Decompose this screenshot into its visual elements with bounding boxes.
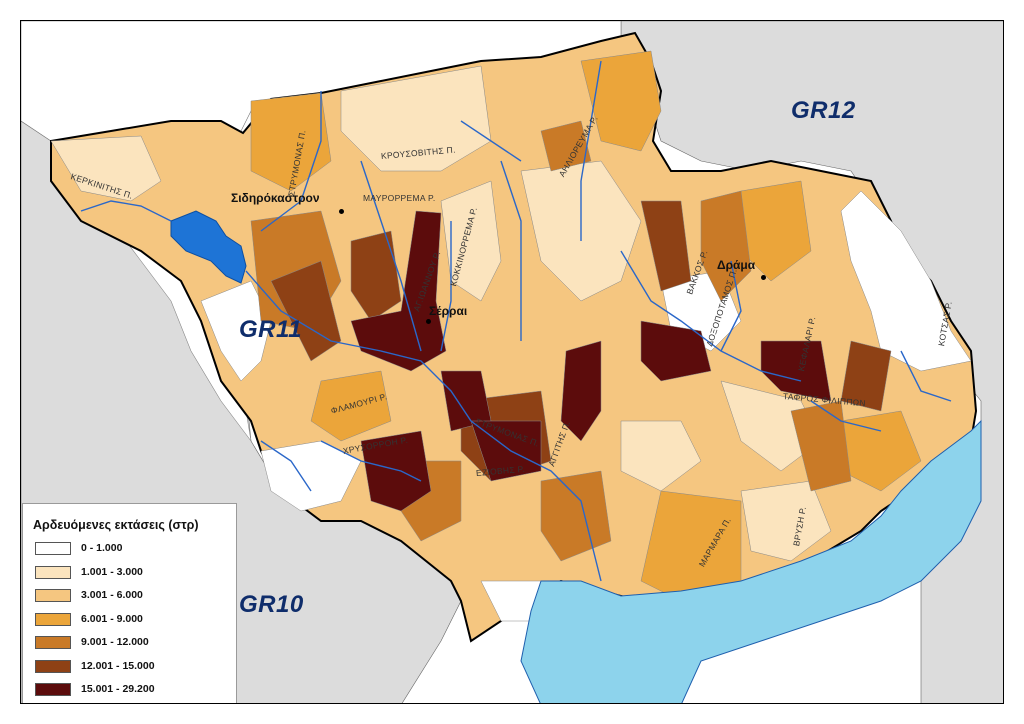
legend-label: 6.001 - 9.000	[81, 612, 143, 625]
subbasin-light-1	[50, 135, 162, 202]
subbasin-light-3	[440, 180, 502, 302]
city-label-sidirokastro: Σιδηρόκαστρον	[231, 191, 320, 205]
subbasin-brown-4	[840, 340, 892, 412]
river-label-mavrorrema: ΜΑΥΡΟΡΡΕΜΑ Ρ.	[363, 193, 436, 203]
subbasin-light-6	[620, 420, 702, 492]
legend-swatch	[35, 589, 71, 602]
city-marker-sidirokastro	[339, 209, 344, 214]
district-label-gr11: GR11	[239, 316, 302, 343]
legend-label: 12.001 - 15.000	[81, 659, 155, 672]
district-label-gr10: GR10	[239, 591, 304, 618]
legend-swatch	[35, 612, 71, 626]
subbasin-light-2	[340, 65, 492, 172]
city-label-serres: Σέρραι	[429, 304, 468, 318]
subbasin-maroon-7	[470, 420, 542, 482]
legend-swatch	[35, 683, 71, 696]
district-label-gr12: GR12	[791, 97, 856, 124]
legend-swatch	[35, 636, 71, 649]
legend-label: 9.001 - 12.000	[81, 636, 149, 648]
legend-label: 3.001 - 6.000	[81, 589, 143, 601]
subbasin-maroon-4	[760, 340, 832, 402]
river-network	[80, 60, 952, 582]
subbasin-dark-4	[790, 400, 852, 492]
city-marker-drama	[761, 275, 766, 280]
legend-swatch	[35, 659, 71, 673]
subbasin-mid-1	[250, 92, 332, 192]
legend-swatch	[35, 565, 71, 579]
lake-kerkini	[170, 210, 247, 284]
subbasin-dark-2	[540, 120, 592, 172]
subbasin-white-3	[840, 190, 972, 372]
subbasin-dark-3	[540, 470, 612, 562]
legend-label: 0 - 1.000	[81, 542, 123, 554]
subbasin-brown-2	[640, 200, 692, 292]
legend-panel: Αρδευόμενες εκτάσεις (στρ) 0 - 1.000 1.00…	[22, 503, 237, 703]
subbasin-mid-6	[310, 370, 392, 442]
subbasin-maroon-5	[360, 430, 432, 512]
subbasin-white-1	[200, 280, 272, 382]
city-marker-serres	[426, 319, 431, 324]
sea-area	[520, 419, 982, 703]
city-label-drama: Δράμα	[717, 258, 756, 272]
subbasin-maroon-2	[560, 340, 602, 442]
legend-title: Αρδευόμενες εκτάσεις (στρ)	[33, 518, 199, 532]
legend-swatch	[35, 542, 71, 555]
legend-label: 15.001 - 29.200	[81, 683, 155, 695]
subbasin-light-5	[720, 380, 822, 472]
subbasin-maroon-1	[350, 210, 447, 372]
map-frame: GR12 GR11 GR10 Σιδηρόκαστρον Σέρραι Δράμ…	[20, 20, 1004, 704]
subbasin-mid-2	[580, 50, 662, 152]
subbasin-light-7	[740, 480, 832, 562]
legend-label: 1.001 - 3.000	[81, 565, 143, 578]
